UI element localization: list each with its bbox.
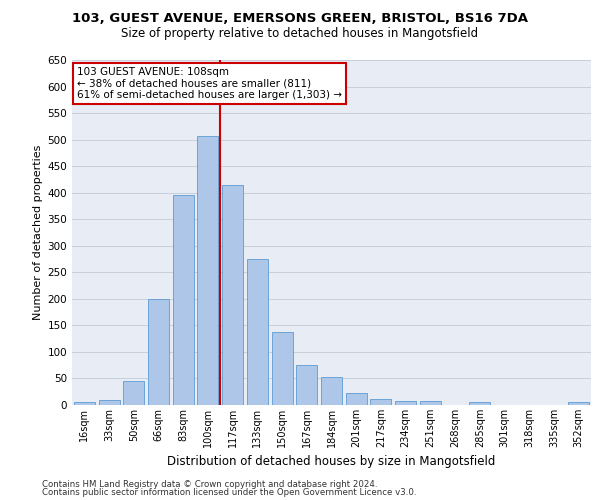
- Bar: [420, 401, 441, 405]
- Bar: [247, 259, 268, 405]
- Bar: [222, 184, 243, 405]
- Bar: [568, 402, 589, 405]
- Text: Contains public sector information licensed under the Open Government Licence v3: Contains public sector information licen…: [42, 488, 416, 497]
- X-axis label: Distribution of detached houses by size in Mangotsfield: Distribution of detached houses by size …: [167, 456, 496, 468]
- Bar: [197, 136, 218, 405]
- Bar: [272, 332, 293, 405]
- Bar: [148, 299, 169, 405]
- Text: 103, GUEST AVENUE, EMERSONS GREEN, BRISTOL, BS16 7DA: 103, GUEST AVENUE, EMERSONS GREEN, BRIST…: [72, 12, 528, 26]
- Y-axis label: Number of detached properties: Number of detached properties: [33, 145, 43, 320]
- Bar: [346, 394, 367, 405]
- Bar: [74, 402, 95, 405]
- Bar: [370, 398, 391, 405]
- Bar: [173, 196, 194, 405]
- Text: Contains HM Land Registry data © Crown copyright and database right 2024.: Contains HM Land Registry data © Crown c…: [42, 480, 377, 489]
- Bar: [469, 402, 490, 405]
- Bar: [98, 400, 119, 405]
- Bar: [296, 365, 317, 405]
- Text: Size of property relative to detached houses in Mangotsfield: Size of property relative to detached ho…: [121, 28, 479, 40]
- Bar: [123, 381, 144, 405]
- Bar: [395, 401, 416, 405]
- Bar: [321, 378, 342, 405]
- Text: 103 GUEST AVENUE: 108sqm
← 38% of detached houses are smaller (811)
61% of semi-: 103 GUEST AVENUE: 108sqm ← 38% of detach…: [77, 67, 342, 100]
